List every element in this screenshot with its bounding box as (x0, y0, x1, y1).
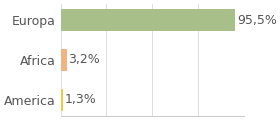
Bar (61, 49, 67, 71)
Bar (61, 9, 235, 31)
Text: 95,5%: 95,5% (237, 14, 277, 27)
Text: 3,2%: 3,2% (68, 54, 100, 66)
Text: 1,3%: 1,3% (65, 93, 97, 106)
Bar (61, 89, 63, 111)
